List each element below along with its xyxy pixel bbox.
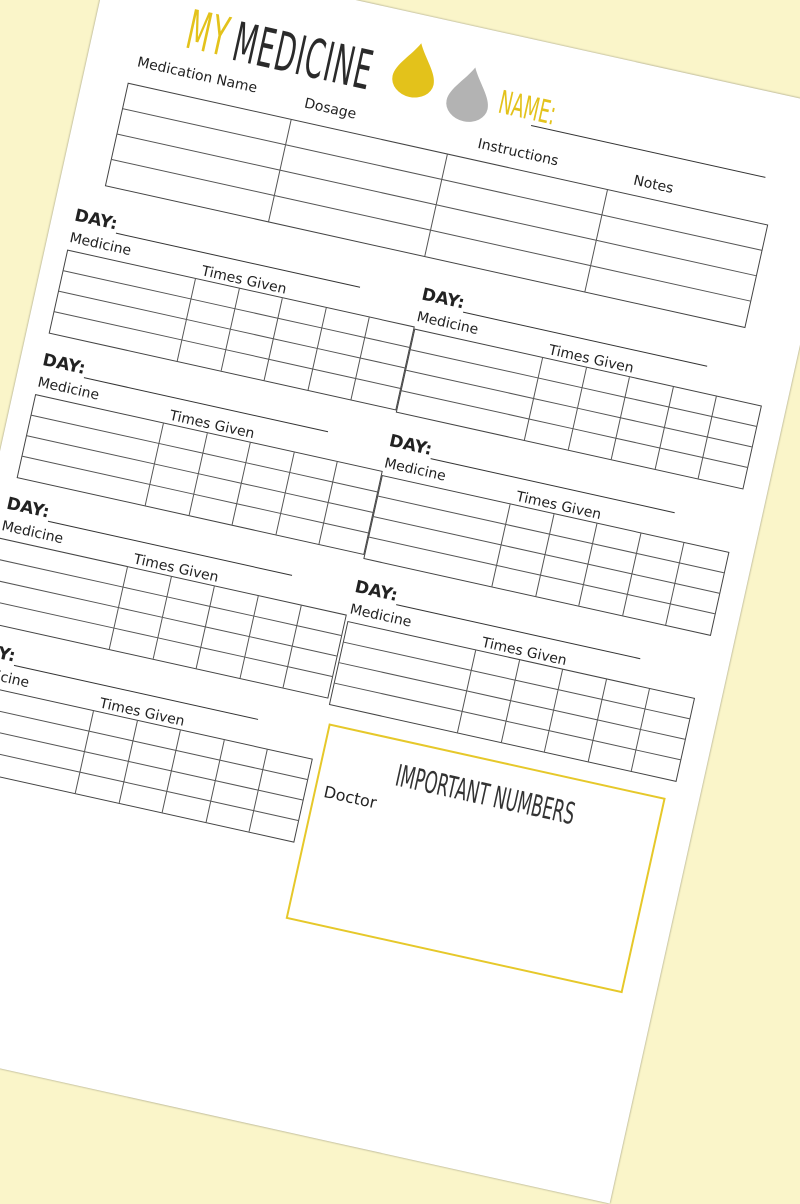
times-given-table bbox=[0, 681, 313, 843]
gray-drop-icon bbox=[446, 67, 488, 122]
title-my: MY bbox=[181, 0, 236, 69]
day-label: DAY: bbox=[387, 431, 434, 460]
name-label: NAME: bbox=[495, 83, 560, 133]
day-label: DAY: bbox=[352, 577, 400, 606]
doctor-label: Doctor bbox=[321, 782, 379, 813]
day-label: DAY: bbox=[0, 637, 18, 667]
important-numbers-title: IMPORTANT NUMBERS bbox=[392, 758, 579, 833]
day-label: DAY: bbox=[4, 493, 52, 523]
col-notes: Notes bbox=[631, 172, 675, 198]
day-label: DAY: bbox=[72, 205, 120, 235]
yellow-drop-icon bbox=[392, 43, 434, 98]
name-field[interactable] bbox=[530, 124, 766, 178]
day-label: DAY: bbox=[419, 284, 467, 314]
col-dosage: Dosage bbox=[302, 95, 358, 123]
day-label: DAY: bbox=[40, 350, 88, 379]
